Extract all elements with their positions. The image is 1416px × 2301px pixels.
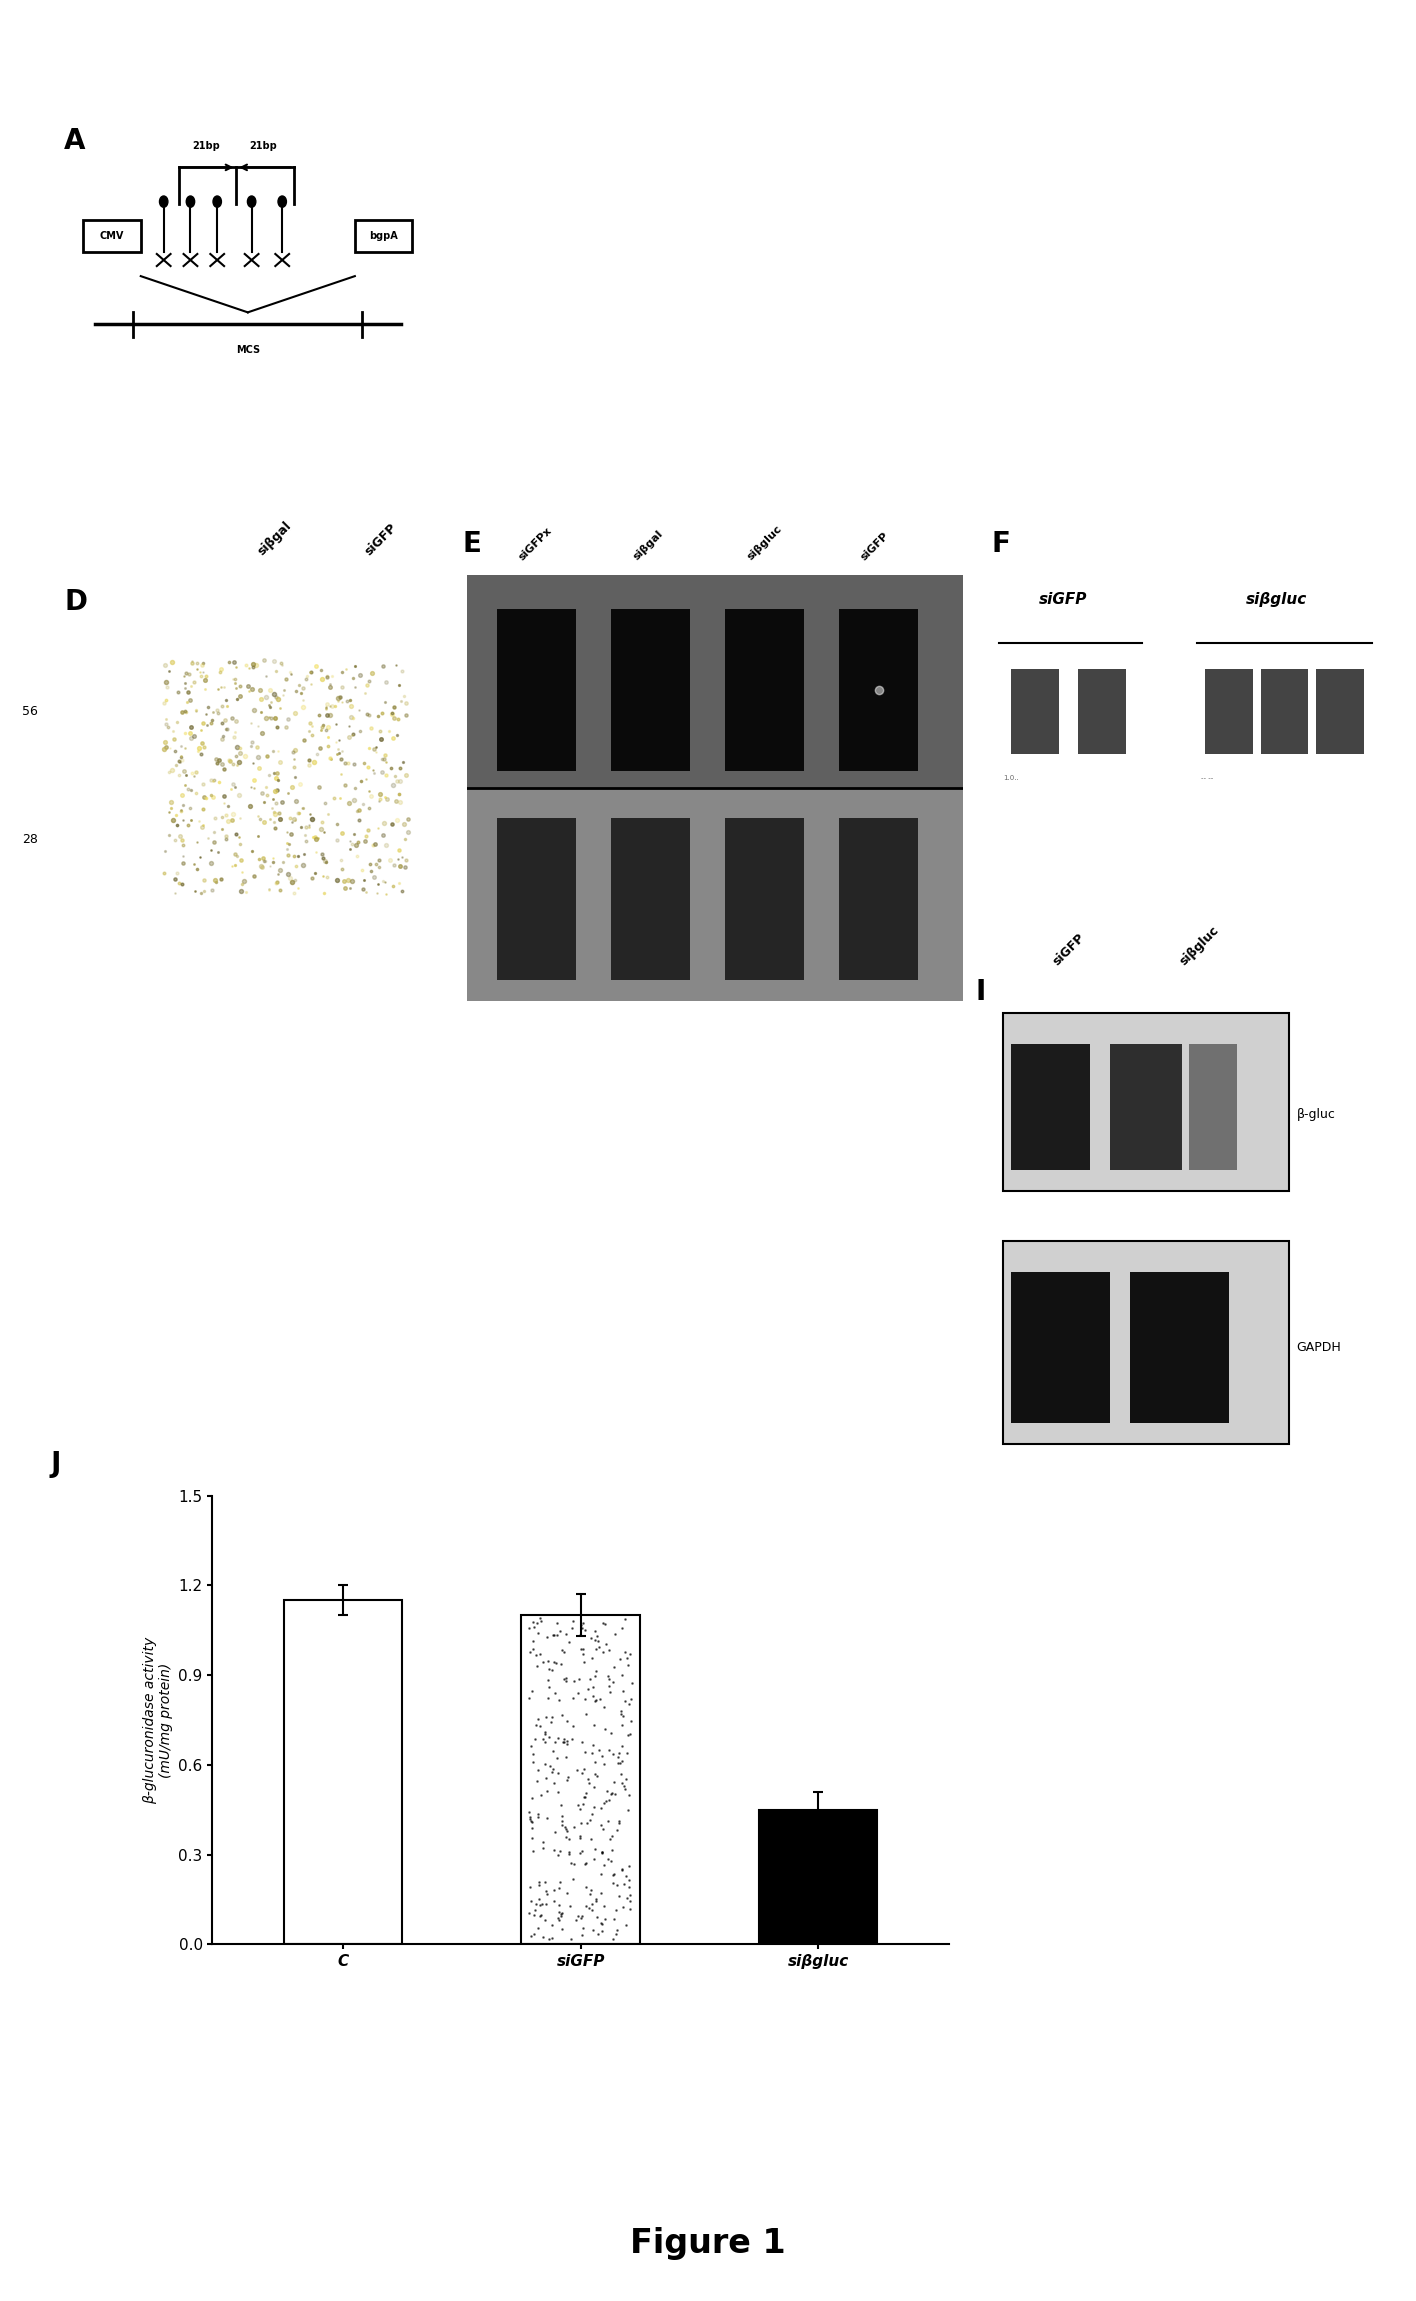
- Y-axis label: β-glucuronidase activity
(mU/mg protein): β-glucuronidase activity (mU/mg protein): [143, 1636, 173, 1804]
- Ellipse shape: [248, 196, 256, 207]
- Text: MCS: MCS: [235, 345, 261, 354]
- Text: siβgluc: siβgluc: [1178, 923, 1222, 969]
- Text: siGFP: siGFP: [858, 532, 891, 561]
- Text: 56: 56: [21, 704, 37, 718]
- Ellipse shape: [160, 196, 169, 207]
- Bar: [1011, 1045, 1090, 1171]
- Bar: [355, 219, 412, 251]
- Text: siβgluc: siβgluc: [1246, 591, 1307, 607]
- Text: bgpA: bgpA: [370, 230, 398, 242]
- Text: -- --: -- --: [1201, 775, 1214, 780]
- Ellipse shape: [187, 196, 194, 207]
- Text: siβgluc: siβgluc: [745, 525, 783, 561]
- Text: J: J: [51, 1450, 61, 1477]
- Text: G: G: [68, 1061, 89, 1086]
- Text: GAPDH: GAPDH: [1297, 1341, 1341, 1353]
- Text: H: H: [481, 1061, 503, 1086]
- Text: E: E: [462, 529, 481, 559]
- Text: siGFPx: siGFPx: [517, 525, 554, 561]
- Ellipse shape: [278, 196, 286, 207]
- Bar: [759, 1809, 878, 1944]
- Text: 21bp: 21bp: [249, 140, 278, 152]
- Bar: [283, 1601, 402, 1944]
- Text: C: C: [961, 131, 980, 154]
- Text: I: I: [976, 978, 986, 1006]
- Text: B: B: [481, 131, 500, 154]
- Bar: [1011, 1272, 1110, 1424]
- Text: F: F: [991, 529, 1010, 559]
- Text: siβgal: siβgal: [255, 520, 295, 559]
- Ellipse shape: [212, 196, 221, 207]
- Text: CMV: CMV: [101, 230, 125, 242]
- Text: 28: 28: [21, 833, 37, 847]
- Text: siβgal: siβgal: [632, 529, 664, 561]
- Text: A: A: [64, 127, 86, 154]
- Text: siGFP: siGFP: [1051, 932, 1087, 969]
- Bar: [1110, 1045, 1181, 1171]
- Text: siGFP: siGFP: [1038, 591, 1086, 607]
- Text: 21bp: 21bp: [193, 140, 219, 152]
- Text: β-gluc: β-gluc: [1297, 1109, 1335, 1121]
- Bar: [1003, 1240, 1289, 1443]
- Bar: [1003, 1012, 1289, 1190]
- Bar: [521, 1615, 640, 1944]
- Bar: [84, 219, 140, 251]
- Bar: [1189, 1045, 1238, 1171]
- Bar: [1130, 1272, 1229, 1424]
- Text: siGFP: siGFP: [362, 522, 399, 559]
- Text: D: D: [64, 589, 88, 617]
- Text: Figure 1: Figure 1: [630, 2227, 786, 2260]
- Text: 1.0..: 1.0..: [1003, 775, 1020, 780]
